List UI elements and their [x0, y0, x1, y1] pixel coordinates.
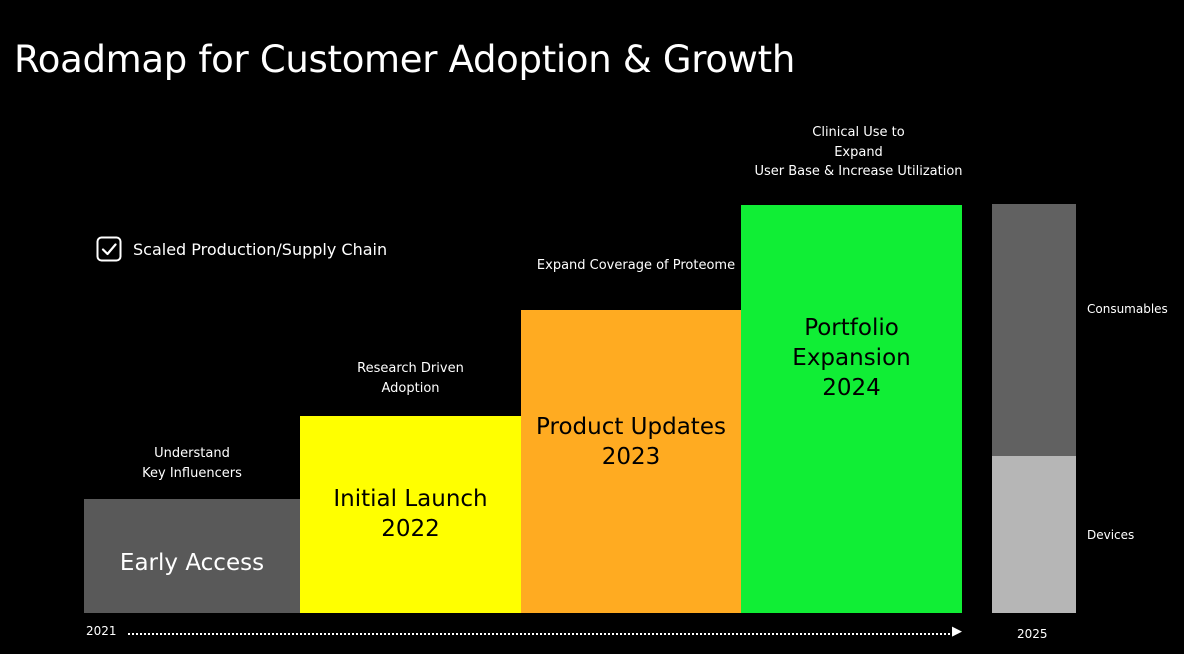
consumables-segment	[992, 204, 1076, 456]
devices-label: Devices	[1087, 528, 1135, 542]
step-initial-launch: Initial Launch 2022	[300, 416, 521, 613]
step-early-access: Early Access	[84, 499, 300, 613]
devices-segment	[992, 456, 1076, 613]
checklist-label: Scaled Production/Supply Chain	[133, 239, 388, 259]
page-title: Roadmap for Customer Adoption & Growth	[14, 38, 795, 81]
step-label-initial-launch: Initial Launch 2022	[333, 485, 488, 542]
caption-initial-launch: Research Driven Adoption	[357, 361, 464, 396]
revenue-stack-bar	[992, 204, 1076, 613]
step-label-early-access: Early Access	[119, 550, 265, 577]
step-portfolio-expansion: Portfolio Expansion 2024	[741, 205, 962, 613]
timeline-end-year: 2025	[1017, 627, 1048, 641]
checkbox-checked-icon	[96, 236, 122, 262]
caption-early-access: Understand Key Influencers	[142, 446, 242, 481]
caption-product-updates: Expand Coverage of Proteome	[536, 258, 736, 273]
timeline-dotted-line	[128, 633, 950, 635]
consumables-label: Consumables	[1087, 302, 1168, 316]
step-label-product-updates: Product Updates 2023	[536, 413, 726, 470]
caption-portfolio-expansion: Clinical Use to Expand User Base & Incre…	[754, 125, 963, 179]
step-label-portfolio-expansion: Portfolio Expansion 2024	[792, 315, 911, 401]
arrow-right-icon: ▶	[952, 624, 962, 639]
checklist-item: Scaled Production/Supply Chain	[96, 236, 387, 262]
timeline-start-year: 2021	[86, 624, 117, 638]
step-product-updates: Product Updates 2023	[521, 310, 741, 613]
